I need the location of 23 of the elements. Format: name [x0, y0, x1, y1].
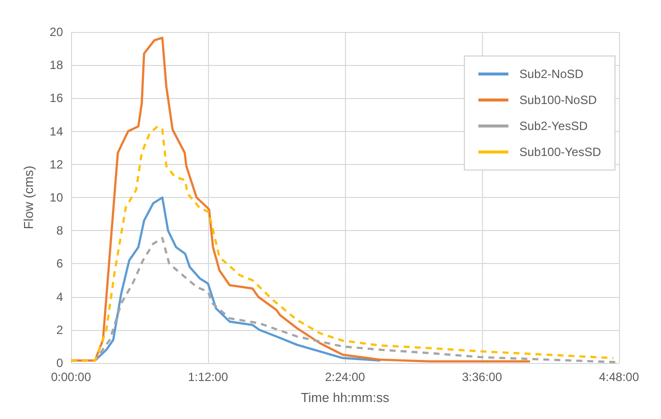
x-tick-label: 4:48:00: [598, 370, 640, 384]
y-tick-label: 0: [56, 356, 64, 370]
x-tick-label: 2:24:00: [324, 370, 366, 384]
line-series: [94, 196, 382, 362]
legend-label: Sub100-YesSD: [519, 145, 602, 159]
y-tick-label: 14: [50, 124, 64, 138]
y-axis-title: Flow (cms): [21, 166, 36, 230]
y-tick-label: 2: [56, 322, 64, 337]
legend-label: Sub100-NoSD: [519, 93, 598, 107]
y-tick-label: 12: [50, 157, 64, 172]
x-tick-label: 1:12:00: [188, 370, 228, 384]
x-axis-title: Time hh:mm:ss: [300, 390, 390, 405]
y-tick-label: 16: [50, 91, 64, 106]
legend-label: Sub2-YesSD: [519, 119, 588, 133]
legend-label: Sub2-NoSD: [519, 67, 584, 81]
y-tick-label: 20: [50, 25, 64, 39]
x-tick-label: 0:00:00: [50, 370, 92, 384]
x-tick-label: 3:36:00: [462, 370, 502, 384]
y-tick-label: 10: [50, 190, 64, 204]
y-tick-label: 18: [50, 58, 64, 72]
y-tick-label: 6: [56, 256, 64, 271]
y-tick-label: 8: [56, 224, 64, 238]
y-tick-label: 4: [56, 290, 64, 304]
